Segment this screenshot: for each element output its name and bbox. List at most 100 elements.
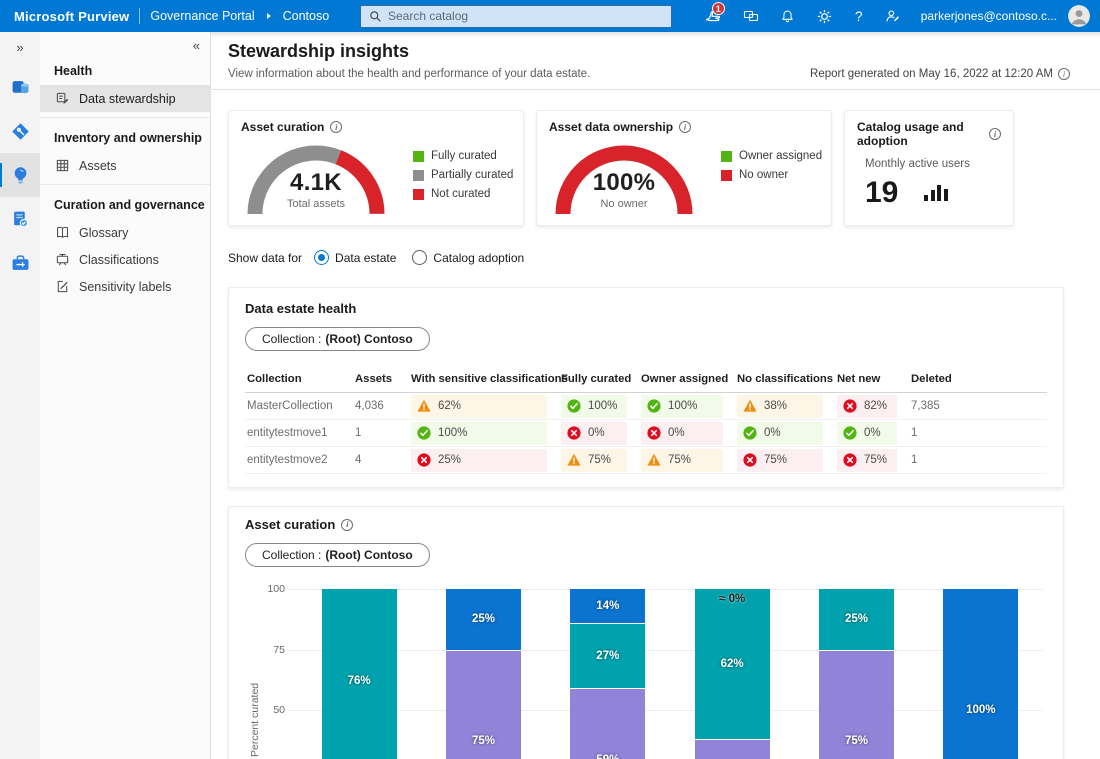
radio-button[interactable] (412, 250, 428, 265)
card-title: Asset curation (241, 120, 325, 134)
chart-segment-purple[interactable]: 75% (818, 649, 894, 759)
rail-item-policy[interactable] (0, 197, 40, 241)
column-header-collection[interactable]: Collection (245, 367, 353, 393)
search-input[interactable] (388, 9, 663, 23)
column-header-with-sensitive-classifications[interactable]: With sensitive classifications (409, 367, 568, 393)
sidebar-item-assets[interactable]: Assets (40, 152, 210, 179)
sidebar-item-classifications[interactable]: Classifications (40, 246, 210, 273)
collection-filter-pill[interactable]: Collection : (Root) Contoso (245, 327, 430, 351)
sidebar-item-glossary[interactable]: Glossary (40, 219, 210, 246)
gauge-value: 4.1K (290, 169, 342, 196)
avatar[interactable] (1068, 5, 1090, 27)
segment-label: 76% (347, 674, 371, 687)
data-map-icon (11, 78, 30, 97)
account-email[interactable]: parkerjones@contoso.c... (920, 9, 1057, 23)
collection-filter-pill[interactable]: Collection : (Root) Contoso (245, 543, 430, 567)
cell-collection[interactable]: entitytestmove2 (245, 447, 353, 474)
notifications-button[interactable] (773, 1, 803, 31)
radio-data-estate[interactable]: Data estate (314, 250, 396, 265)
rail-item-management[interactable] (0, 241, 40, 285)
policy-icon (11, 210, 30, 229)
status-badge-warn: 75% (641, 448, 723, 472)
cell-metric: 0% (559, 420, 639, 447)
status-badge-bad: 75% (837, 448, 897, 472)
column-header-deleted[interactable]: Deleted (909, 367, 1047, 393)
report-generated-label: Report generated on May 16, 2022 at 12:2… (810, 68, 1070, 80)
app-title[interactable]: Microsoft Purview (14, 8, 130, 24)
sidebar-item-label: Assets (79, 158, 117, 173)
column-header-owner-assigned[interactable]: Owner assigned (639, 367, 735, 393)
chart-segment-purple[interactable] (694, 739, 770, 759)
filter-label: Show data for (228, 250, 303, 265)
chart-bar[interactable]: 25% 75% (818, 589, 894, 759)
chart-segment-blue[interactable]: 25% (445, 589, 521, 650)
page-subtitle: View information about the health and pe… (228, 68, 591, 80)
chevron-right-icon (265, 12, 273, 20)
rail-item-insights[interactable] (0, 153, 40, 197)
metric-label: Monthly active users (865, 158, 970, 170)
grid-icon (54, 158, 70, 173)
search-icon (369, 10, 382, 23)
chart-segment-purple[interactable]: 75% (445, 649, 521, 759)
chart-segment-blue[interactable]: 14% (570, 589, 646, 623)
breadcrumb-portal[interactable]: Governance Portal (150, 9, 255, 23)
bars-group: 76% 25% 75% 14% 27% 59% ≈ 0% 62% 25% 75% 100% (297, 589, 1043, 759)
status-warn-icon (647, 453, 661, 467)
column-header-net-new[interactable]: Net new (835, 367, 909, 393)
segment-label: 75% (471, 734, 495, 747)
help-button[interactable]: ? (854, 8, 863, 24)
chart-segment-teal[interactable]: 25% (818, 589, 894, 650)
radio-catalog-adoption[interactable]: Catalog adoption (412, 250, 524, 265)
rail-item-data-catalog[interactable] (0, 109, 40, 153)
expand-rail-button[interactable]: » (16, 40, 24, 55)
column-header-fully-curated[interactable]: Fully curated (559, 367, 639, 393)
chart-segment-teal[interactable]: 76% (321, 589, 397, 759)
settings-button[interactable] (810, 1, 840, 31)
chart-bar[interactable]: 100% (943, 589, 1019, 759)
gauge-caption: No owner (600, 198, 648, 210)
cell-collection[interactable]: MasterCollection (245, 393, 353, 420)
chart-bar[interactable]: 14% 27% 59% (570, 589, 646, 759)
chart-bar[interactable]: 76% (321, 589, 397, 759)
chart-bar[interactable]: 25% 75% (445, 589, 521, 759)
info-icon[interactable]: i (989, 128, 1001, 140)
gridline (289, 649, 1043, 651)
legend-swatch (721, 169, 732, 181)
rail-item-data-map[interactable] (0, 65, 40, 109)
whats-new-button[interactable]: 1 (699, 1, 729, 31)
info-icon[interactable]: i (679, 121, 692, 133)
pill-prefix: Collection : (262, 332, 322, 346)
feedback-button[interactable] (878, 1, 908, 31)
status-badge-bad: 0% (561, 421, 627, 445)
console-button[interactable] (736, 1, 766, 31)
breadcrumb-tenant[interactable]: Contoso (282, 9, 330, 23)
sidebar-item-data-stewardship[interactable]: Data stewardship (40, 85, 210, 112)
sidebar-item-sensitivity-labels[interactable]: Sensitivity labels (40, 273, 210, 300)
chart-bar[interactable]: ≈ 0% 62% (694, 589, 770, 759)
legend-label: Partially curated (431, 169, 514, 181)
cell-collection[interactable]: entitytestmove1 (245, 420, 353, 447)
data-catalog-icon (11, 122, 30, 141)
cell-metric: 0% (639, 420, 735, 447)
asset-curation-chart-card: Asset curation i Collection : (Root) Con… (228, 506, 1064, 759)
status-good-icon (843, 426, 857, 440)
column-header-assets[interactable]: Assets (353, 367, 409, 393)
search-box[interactable] (360, 4, 672, 28)
console-icon (743, 8, 759, 24)
cell-metric: 82% (835, 393, 909, 420)
status-good-icon (743, 426, 757, 440)
radio-button[interactable] (314, 250, 330, 265)
cell-metric: 75% (639, 447, 735, 474)
info-icon[interactable]: i (341, 518, 354, 531)
metric-value: 75% (588, 454, 612, 466)
chart-segment-blue[interactable]: 100% (943, 589, 1019, 759)
chart-segment-teal[interactable]: ≈ 0% 62% (694, 589, 770, 740)
chart-segment-purple[interactable]: 59% (570, 688, 646, 759)
health-table: Collection Assets With sensitive classific… (245, 367, 1047, 474)
info-icon[interactable]: i (1058, 68, 1070, 80)
chart-segment-teal[interactable]: 27% (570, 622, 646, 689)
cell-deleted: 7,385 (909, 393, 1047, 420)
info-icon[interactable]: i (330, 121, 343, 133)
collapse-sidebar-button[interactable]: « (192, 38, 200, 53)
column-header-no-classifications[interactable]: No classifications (735, 367, 835, 393)
